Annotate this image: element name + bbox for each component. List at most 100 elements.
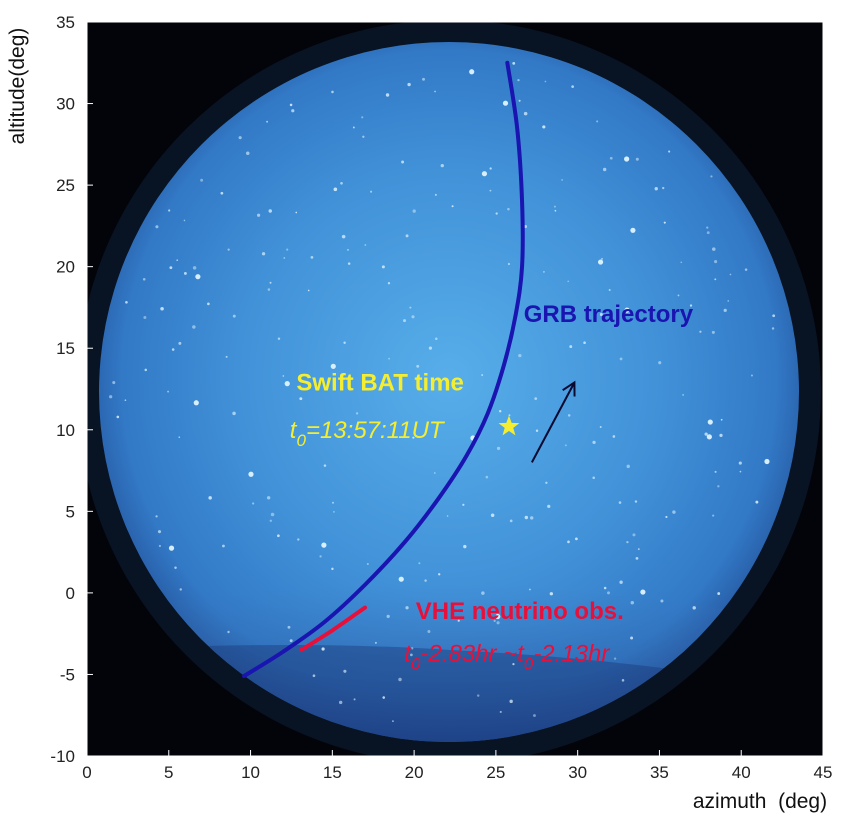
sky-star <box>498 410 502 413</box>
sky-star <box>155 225 159 229</box>
sky-star <box>545 481 548 485</box>
sky-star <box>178 436 181 439</box>
sky-star <box>564 444 567 447</box>
sky-star <box>157 530 162 534</box>
sky-star <box>592 476 595 480</box>
sky-star <box>347 262 351 265</box>
y-axis: 35 30 25 20 15 10 5 0 -5 -10 <box>50 13 93 766</box>
sky-star <box>554 209 557 212</box>
sky-star <box>269 281 272 284</box>
sky-star <box>704 432 708 436</box>
x-tick-label: 5 <box>164 763 173 782</box>
sky-star <box>333 510 335 513</box>
sky-star <box>772 314 776 318</box>
sky-star <box>366 562 369 566</box>
sky-star <box>398 576 404 582</box>
sky-star <box>225 355 228 358</box>
sky-star <box>307 289 310 292</box>
sky-star <box>195 274 201 280</box>
sky-star <box>517 78 520 82</box>
y-tick-label: 15 <box>56 339 75 358</box>
sky-star <box>547 504 551 508</box>
sky-star <box>350 378 353 381</box>
sky-star <box>374 641 377 644</box>
sky-star <box>603 586 607 590</box>
sky-star <box>160 306 164 311</box>
sky-star <box>232 411 236 416</box>
sky-star <box>507 207 510 211</box>
sky-star <box>665 515 668 519</box>
sky-star <box>343 341 346 345</box>
sky-star <box>222 544 225 548</box>
sky-star <box>599 426 602 428</box>
sky-star <box>451 205 454 208</box>
sky-star <box>168 209 171 212</box>
sky-star <box>481 374 484 376</box>
sky-star <box>618 501 622 504</box>
sky-star <box>630 636 634 640</box>
sky-image <box>87 22 821 756</box>
sky-star <box>714 470 717 473</box>
sky-star <box>267 288 271 291</box>
sky-star <box>168 545 175 551</box>
sky-star <box>658 361 662 365</box>
sky-star <box>401 160 405 164</box>
sky-star <box>295 211 298 214</box>
sky-star <box>238 136 242 140</box>
sky-star <box>640 589 646 595</box>
sky-star <box>583 341 586 345</box>
sky-star <box>142 277 146 281</box>
sky-star <box>319 555 322 558</box>
sky-star <box>672 510 676 514</box>
sky-star <box>714 260 718 264</box>
sky-star <box>699 330 702 333</box>
sky-star <box>405 234 409 238</box>
sky-star <box>524 225 528 229</box>
sky-star <box>347 248 349 251</box>
plot-frame <box>86 21 824 757</box>
sky-star <box>446 515 449 517</box>
sky-star <box>750 374 753 377</box>
sky-star <box>692 606 696 610</box>
sky-star <box>530 516 534 520</box>
sky-star <box>291 109 295 113</box>
sky-star <box>261 252 266 256</box>
sky-star <box>405 606 409 610</box>
sky-star <box>481 171 488 177</box>
sky-star <box>569 345 573 349</box>
sky-star <box>729 273 732 276</box>
sky-star <box>266 120 269 123</box>
sky-star <box>738 461 742 465</box>
sky-star <box>542 125 546 129</box>
sky-star <box>323 464 327 467</box>
sky-star <box>321 542 327 548</box>
sky-star <box>282 375 285 377</box>
sky-star <box>388 357 391 360</box>
sky-star <box>485 475 489 479</box>
sky-star <box>682 394 684 396</box>
sky-star <box>392 720 394 723</box>
sky-star <box>381 265 385 269</box>
sky-star <box>370 190 373 193</box>
sky-star <box>277 534 280 538</box>
sky-star <box>624 307 630 313</box>
sky-star <box>407 82 411 87</box>
sky-star <box>289 639 293 643</box>
sky-star <box>490 513 495 518</box>
sky-star <box>597 259 604 265</box>
sky-star <box>433 472 436 474</box>
sky-star <box>596 120 599 123</box>
sky-star <box>626 464 630 469</box>
sky-star <box>418 562 421 565</box>
sky-star <box>332 501 335 504</box>
x-tick-label: 20 <box>405 763 424 782</box>
sky-star <box>689 304 693 307</box>
sky-star <box>428 346 433 350</box>
sky-star <box>269 519 273 523</box>
x-tick-label: 35 <box>650 763 669 782</box>
sky-star <box>682 316 686 319</box>
star-field <box>109 61 776 723</box>
sky-star <box>112 380 116 385</box>
sky-star <box>440 163 444 168</box>
sky-star <box>207 302 210 306</box>
